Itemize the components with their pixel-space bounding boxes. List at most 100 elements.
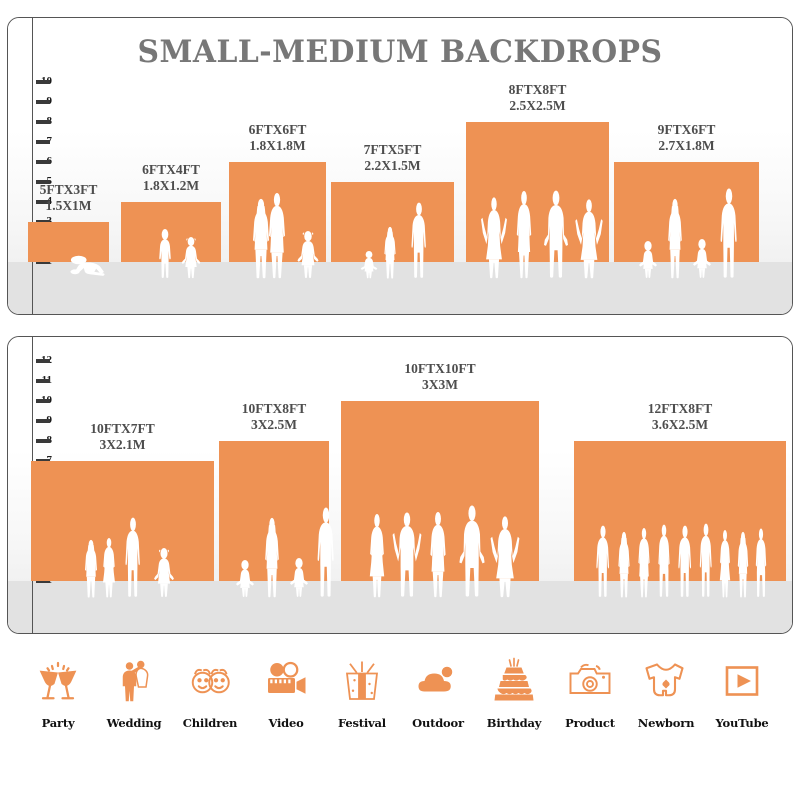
person-silhouette xyxy=(356,251,382,279)
bar-size-label: 8FTX8FT 2.5X2.5M xyxy=(426,82,649,114)
y-axis-tick-mark xyxy=(36,399,50,403)
backdrop-size-bar xyxy=(121,202,221,262)
bar-size-label-feet: 12FTX8FT xyxy=(647,401,713,416)
person-silhouette xyxy=(536,190,576,279)
use-case-label: Newborn xyxy=(637,716,695,730)
use-case-newborn[interactable]: Newborn xyxy=(630,652,702,762)
baby-onesie-icon xyxy=(637,652,695,710)
person-silhouette xyxy=(688,239,716,279)
person-silhouette xyxy=(64,252,110,279)
person-silhouette xyxy=(570,195,608,279)
bar-size-label: 10FTX8FT 3X2.5M xyxy=(179,401,369,433)
person-silhouette xyxy=(116,517,150,598)
bar-size-label-meters: 3X3M xyxy=(422,376,458,392)
person-silhouette xyxy=(419,512,457,598)
use-case-festival[interactable]: Festival xyxy=(326,652,398,762)
person-silhouette xyxy=(148,548,180,598)
page-title: SMALL-MEDIUM BACKDROPS xyxy=(137,34,663,70)
y-axis-tick-mark xyxy=(36,260,50,264)
bar-size-label-feet: 6FTX4FT xyxy=(142,162,200,177)
bar-size-label: 6FTX4FT 1.8X1.2M xyxy=(81,162,261,194)
y-axis-tick-mark xyxy=(36,100,50,104)
use-case-label: Product xyxy=(565,716,615,730)
bar-size-label: 10FTX7FT 3X2.1M xyxy=(8,421,254,453)
person-silhouette xyxy=(485,512,525,598)
bar-size-label-meters: 3X2.1M xyxy=(99,436,146,452)
person-silhouette xyxy=(257,193,297,279)
person-silhouette xyxy=(176,237,206,279)
bar-size-label-meters: 2.2X1.5M xyxy=(364,157,421,173)
backdrop-size-bar xyxy=(31,461,214,581)
bar-size-label-meters: 1.8X1.8M xyxy=(249,137,306,153)
panel-floor xyxy=(8,262,792,314)
bar-size-label: 5FTX3FT 1.5X1M xyxy=(8,182,149,214)
person-silhouette xyxy=(710,188,748,279)
y-axis-tick-mark xyxy=(36,140,50,144)
person-silhouette xyxy=(476,193,512,279)
bar-size-label: 7FTX5FT 2.2X1.5M xyxy=(291,142,494,174)
person-silhouette xyxy=(307,507,345,598)
person-silhouette xyxy=(634,241,662,279)
person-silhouette xyxy=(670,525,700,598)
bar-size-label: 12FTX8FT 3.6X2.5M xyxy=(534,401,792,433)
chart-panel-small-medium: SMALL-MEDIUM BACKDROPS 10987654321 5FTX3… xyxy=(7,17,793,315)
use-case-label: Wedding xyxy=(106,716,162,730)
y-axis-tick-mark xyxy=(36,160,50,164)
y-axis-tick-mark xyxy=(36,379,50,383)
bar-size-label-feet: 9FTX6FT xyxy=(657,122,716,137)
person-silhouette xyxy=(255,517,289,598)
birthday-cake-icon xyxy=(485,652,543,710)
use-case-party[interactable]: Party xyxy=(22,652,94,762)
use-case-product[interactable]: Product xyxy=(554,652,626,762)
person-silhouette xyxy=(712,530,738,598)
two-kid-faces-icon xyxy=(181,652,239,710)
bar-size-label: 9FTX6FT 2.7X1.8M xyxy=(574,122,792,154)
play-button-icon xyxy=(713,652,771,710)
use-case-children[interactable]: Children xyxy=(174,652,246,762)
bar-size-label-meters: 1.5X1M xyxy=(45,197,92,213)
person-silhouette xyxy=(285,558,313,598)
use-case-youtube[interactable]: YouTube xyxy=(706,652,778,762)
bar-size-label: 10FTX10FT 3X3M xyxy=(301,361,579,393)
bar-size-label-feet: 10FTX8FT xyxy=(241,401,307,416)
person-silhouette xyxy=(658,198,692,279)
backdrop-size-bar xyxy=(28,222,109,262)
use-case-label: YouTube xyxy=(715,716,769,730)
cloud-sun-icon xyxy=(409,652,467,710)
use-case-label: Outdoor xyxy=(412,716,464,730)
photo-camera-icon xyxy=(561,652,619,710)
bar-size-label-meters: 3X2.5M xyxy=(250,416,298,432)
y-axis-tick-mark xyxy=(36,200,50,204)
bar-size-label-meters: 2.7X1.8M xyxy=(658,137,715,153)
bar-size-label-feet: 10FTX10FT xyxy=(404,361,476,376)
use-case-wedding[interactable]: Wedding xyxy=(98,652,170,762)
person-silhouette xyxy=(451,505,493,598)
y-axis-tick-mark xyxy=(36,120,50,124)
person-silhouette xyxy=(94,538,124,598)
person-silhouette xyxy=(150,229,180,279)
use-case-outdoor[interactable]: Outdoor xyxy=(402,652,474,762)
bride-groom-icon xyxy=(105,652,163,710)
use-case-label: Birthday xyxy=(486,716,542,730)
person-silhouette xyxy=(588,525,618,598)
bar-size-label-meters: 2.5X2.5M xyxy=(509,97,566,113)
person-silhouette xyxy=(241,198,281,279)
gift-box-icon xyxy=(333,652,391,710)
person-silhouette xyxy=(506,191,542,279)
y-axis-tick-mark xyxy=(36,180,50,184)
use-case-label: Children xyxy=(182,716,238,730)
use-case-label: Festival xyxy=(338,716,386,730)
person-silhouette xyxy=(630,528,658,598)
person-silhouette xyxy=(650,524,678,598)
y-axis-tick-mark xyxy=(36,359,50,363)
use-case-label: Video xyxy=(268,716,304,730)
use-case-video[interactable]: Video xyxy=(250,652,322,762)
bar-size-label-meters: 1.8X1.2M xyxy=(142,177,200,193)
bar-size-label: 6FTX6FT 1.8X1.8M xyxy=(189,122,366,154)
person-silhouette xyxy=(692,523,720,598)
use-case-birthday[interactable]: Birthday xyxy=(478,652,550,762)
bar-size-label-feet: 10FTX7FT xyxy=(90,421,155,436)
person-silhouette xyxy=(730,531,756,598)
